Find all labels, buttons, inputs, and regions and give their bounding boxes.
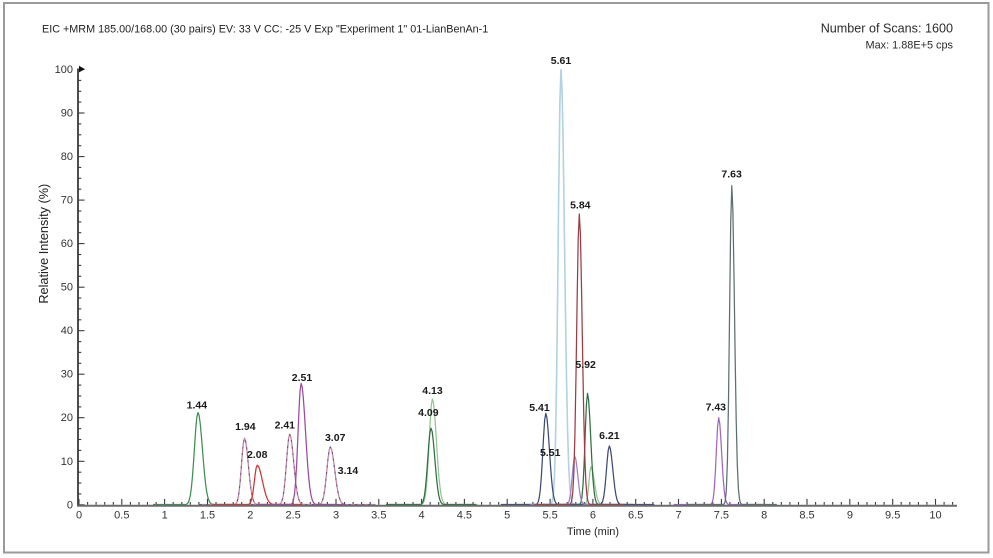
svg-text:3: 3 [333, 510, 339, 522]
svg-text:5.61: 5.61 [551, 55, 572, 67]
svg-text:5.92: 5.92 [575, 359, 596, 371]
svg-text:1.94: 1.94 [235, 421, 256, 433]
svg-text:30: 30 [61, 369, 73, 381]
svg-text:100: 100 [55, 64, 73, 76]
svg-text:9.5: 9.5 [885, 510, 900, 522]
svg-text:2.08: 2.08 [247, 449, 268, 461]
svg-text:Relative Intensity (%): Relative Intensity (%) [37, 184, 51, 304]
svg-text:6.21: 6.21 [599, 430, 620, 442]
svg-text:1.5: 1.5 [200, 510, 215, 522]
svg-text:4: 4 [419, 510, 425, 522]
svg-text:40: 40 [61, 325, 73, 337]
svg-text:5: 5 [504, 510, 510, 522]
svg-text:90: 90 [61, 108, 73, 120]
svg-text:80: 80 [61, 151, 73, 163]
svg-text:0: 0 [67, 499, 73, 511]
svg-text:5.5: 5.5 [542, 510, 557, 522]
svg-text:7.43: 7.43 [706, 401, 727, 413]
svg-text:10: 10 [929, 510, 941, 522]
svg-text:3.5: 3.5 [371, 510, 386, 522]
svg-text:70: 70 [61, 195, 73, 207]
svg-text:2.41: 2.41 [275, 420, 296, 432]
svg-text:2.51: 2.51 [292, 372, 313, 384]
svg-text:2.5: 2.5 [285, 510, 300, 522]
svg-text:5.41: 5.41 [529, 402, 550, 414]
svg-text:5.84: 5.84 [570, 199, 591, 211]
svg-text:0.5: 0.5 [114, 510, 129, 522]
svg-text:0: 0 [76, 510, 82, 522]
svg-text:6: 6 [590, 510, 596, 522]
svg-text:2: 2 [247, 510, 253, 522]
svg-text:10: 10 [61, 456, 73, 468]
svg-text:7.5: 7.5 [714, 510, 729, 522]
svg-text:8: 8 [761, 510, 767, 522]
svg-text:EIC +MRM 185.00/168.00 (30 pai: EIC +MRM 185.00/168.00 (30 pairs) EV: 33… [42, 24, 488, 36]
svg-text:7.63: 7.63 [721, 169, 742, 181]
svg-text:Max: 1.88E+5 cps: Max: 1.88E+5 cps [866, 40, 954, 52]
svg-text:4.13: 4.13 [422, 385, 443, 397]
svg-text:1.44: 1.44 [187, 399, 208, 411]
svg-text:50: 50 [61, 282, 73, 294]
svg-text:9: 9 [847, 510, 853, 522]
svg-text:4.5: 4.5 [457, 510, 472, 522]
svg-text:Number of Scans: 1600: Number of Scans: 1600 [821, 22, 953, 36]
svg-text:1: 1 [162, 510, 168, 522]
svg-text:20: 20 [61, 412, 73, 424]
svg-text:4.09: 4.09 [418, 407, 439, 419]
svg-text:7: 7 [676, 510, 682, 522]
svg-text:Time (min): Time (min) [567, 526, 619, 538]
svg-text:3.07: 3.07 [325, 432, 346, 444]
svg-text:6.5: 6.5 [628, 510, 643, 522]
svg-text:8.5: 8.5 [799, 510, 814, 522]
svg-text:3.14: 3.14 [338, 465, 359, 477]
svg-text:5.51: 5.51 [540, 447, 561, 459]
svg-text:60: 60 [61, 238, 73, 250]
